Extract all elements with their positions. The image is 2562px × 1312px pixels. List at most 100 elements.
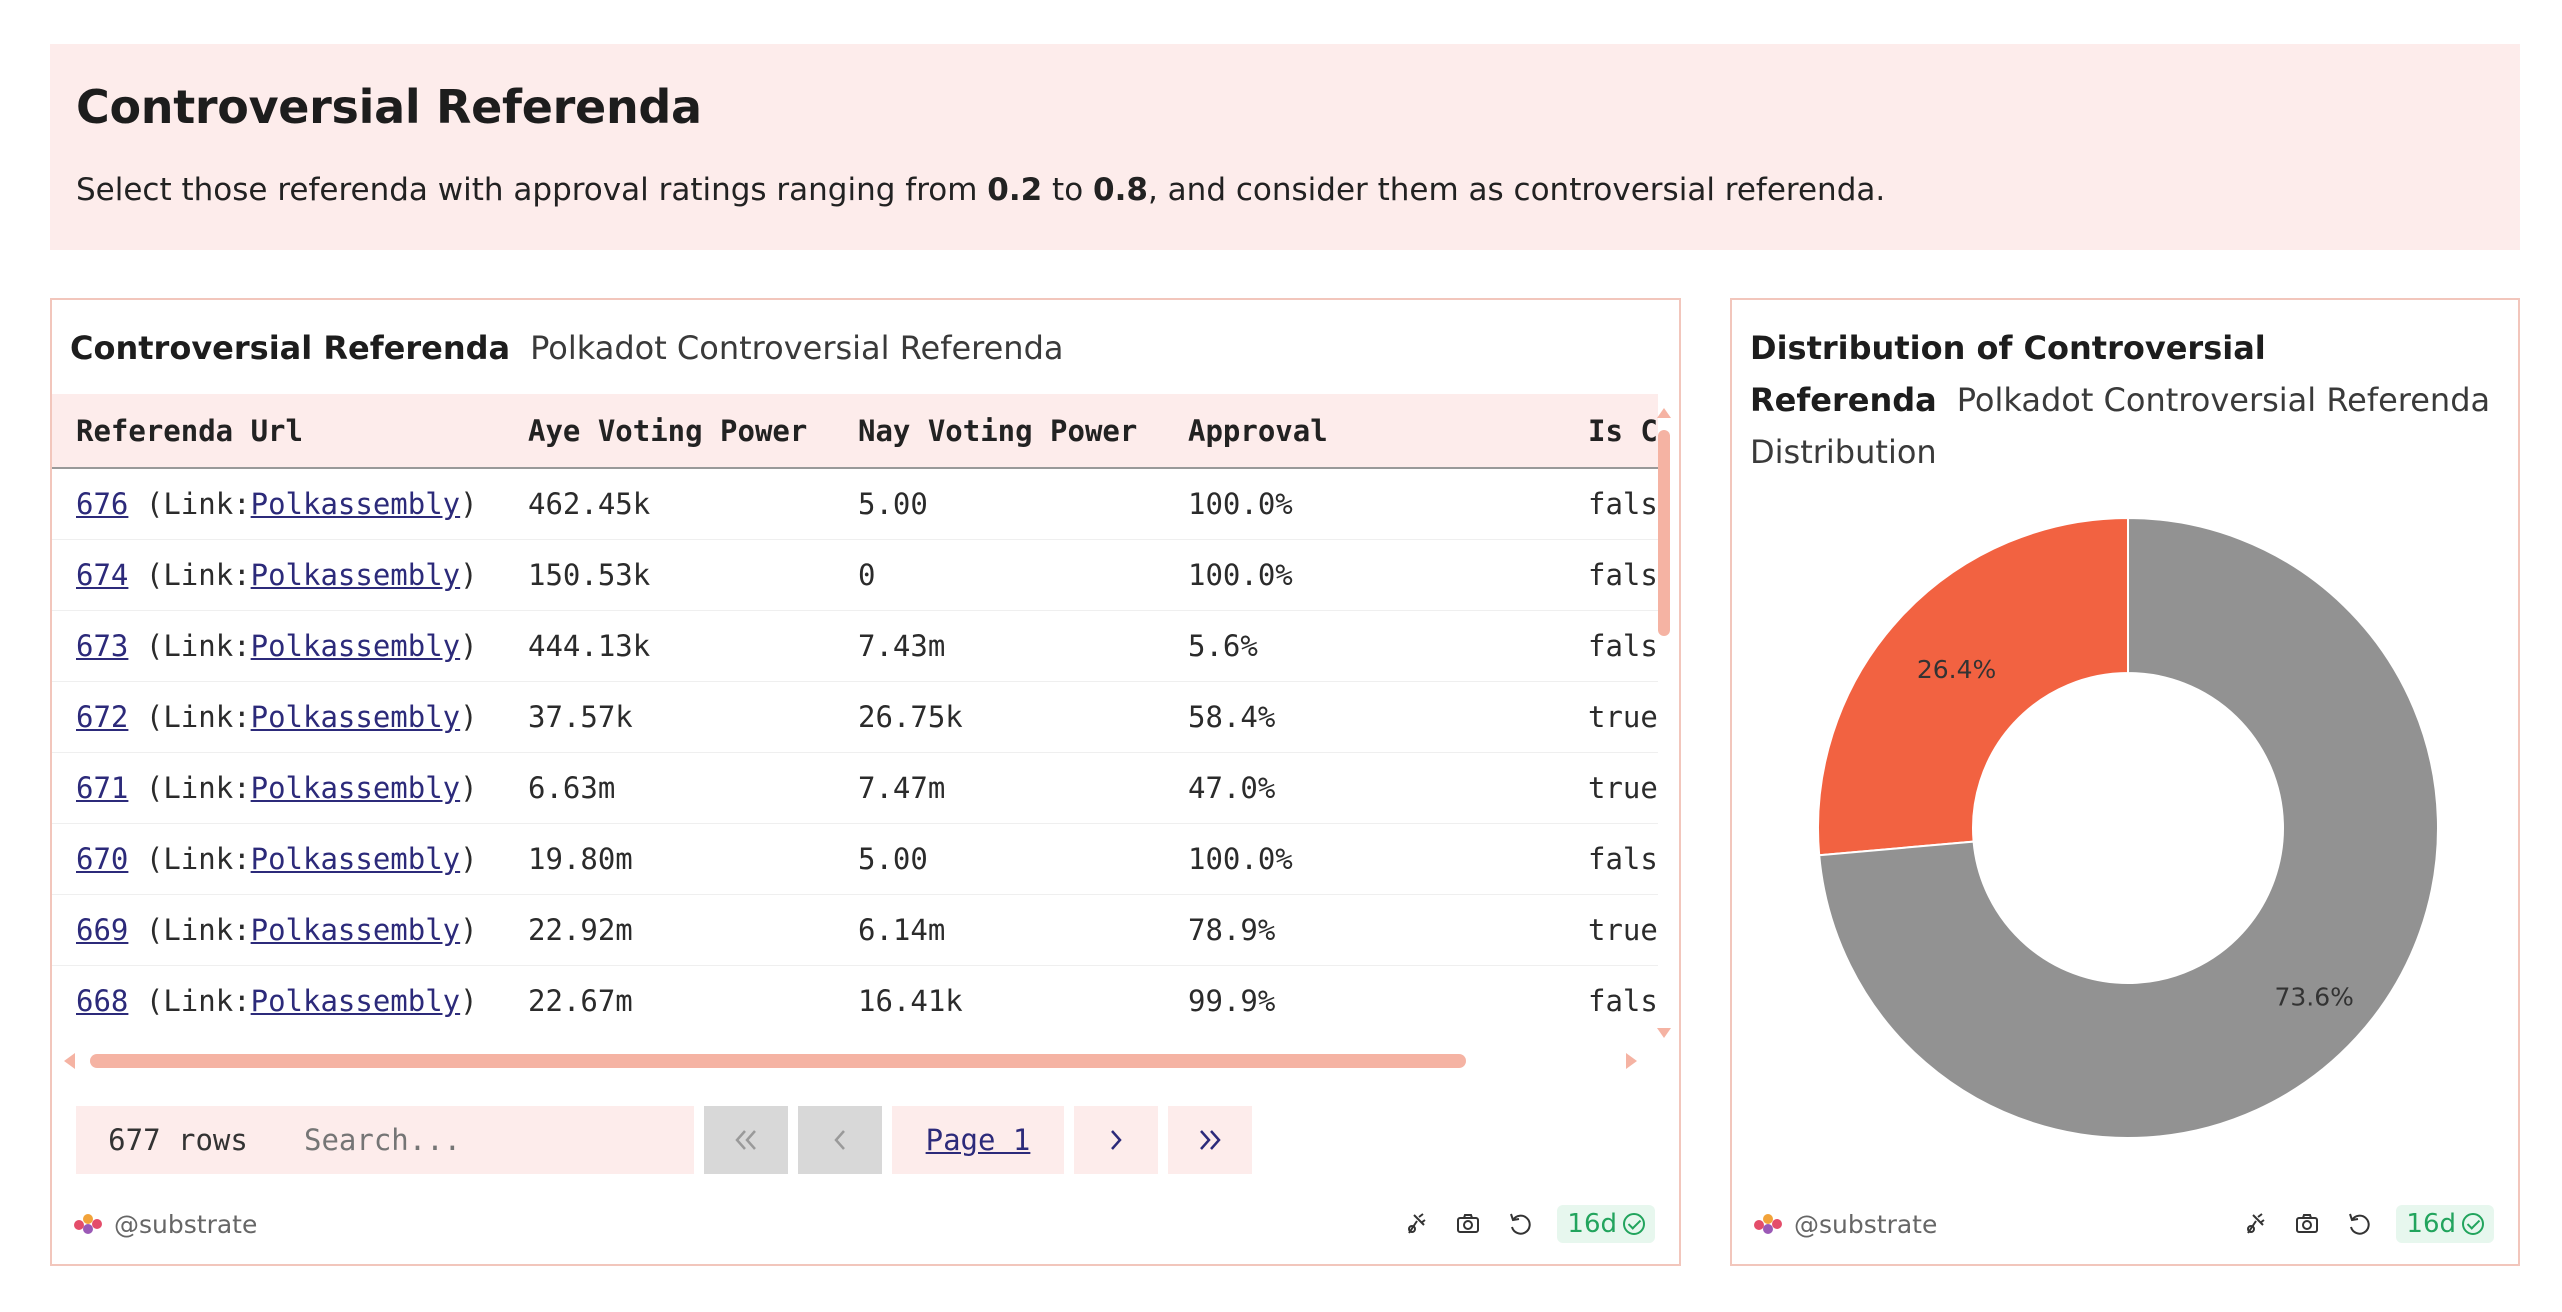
approval-cell: 78.9% <box>1188 912 1276 947</box>
aye-cell: 37.57k <box>528 699 633 734</box>
table-header-row: Referenda Url Aye Voting Power Nay Votin… <box>52 394 1658 468</box>
column-header[interactable]: Approval <box>1188 413 1328 448</box>
approval-cell: 5.6% <box>1188 628 1258 663</box>
next-page-button[interactable] <box>1074 1106 1158 1174</box>
chart-panel-footer: @substrate 16d <box>1754 1202 2494 1246</box>
referenda-url-cell: 674 (Link:Polkassembly) <box>76 557 478 592</box>
referendum-link[interactable]: 669 <box>76 912 129 947</box>
freshness-badge: 16d <box>1557 1205 1655 1243</box>
aye-cell: 22.67m <box>528 983 633 1018</box>
referendum-link[interactable]: 671 <box>76 770 129 805</box>
column-header[interactable]: Is C <box>1588 413 1658 448</box>
refresh-icon[interactable] <box>2344 1209 2374 1239</box>
is-controversial-cell: fals <box>1588 486 1658 521</box>
scroll-left-arrow[interactable] <box>64 1053 75 1069</box>
scroll-up-arrow[interactable] <box>1657 408 1671 418</box>
is-controversial-cell: true <box>1588 699 1658 734</box>
polkassembly-link[interactable]: Polkassembly <box>250 699 461 734</box>
approval-cell: 99.9% <box>1188 983 1276 1018</box>
referenda-url-cell: 669 (Link:Polkassembly) <box>76 912 478 947</box>
is-controversial-cell: fals <box>1588 557 1658 592</box>
first-page-button[interactable] <box>704 1106 788 1174</box>
camera-icon[interactable] <box>1453 1209 1483 1239</box>
donut-slice[interactable] <box>1818 516 2439 1139</box>
chevron-left-icon <box>834 1130 845 1150</box>
aye-cell: 444.13k <box>528 628 651 663</box>
referendum-link[interactable]: 670 <box>76 841 129 876</box>
column-header[interactable]: Referenda Url <box>76 413 303 448</box>
chevron-right-icon <box>1111 1130 1122 1150</box>
polkassembly-link[interactable]: Polkassembly <box>250 912 461 947</box>
nay-cell: 7.43m <box>858 628 946 663</box>
column-header[interactable]: Nay Voting Power <box>858 413 1138 448</box>
polkassembly-link[interactable]: Polkassembly <box>250 557 461 592</box>
referenda-url-cell: 671 (Link:Polkassembly) <box>76 770 478 805</box>
table-row[interactable]: 670 (Link:Polkassembly) 19.80m 5.00 100.0% f… <box>52 823 1658 894</box>
polkassembly-link[interactable]: Polkassembly <box>250 770 461 805</box>
approval-low: 0.2 <box>987 172 1043 208</box>
last-page-button[interactable] <box>1168 1106 1252 1174</box>
table-scroll-area[interactable]: Referenda Url Aye Voting Power Nay Votin… <box>52 394 1658 1032</box>
polkassembly-link[interactable]: Polkassembly <box>250 486 461 521</box>
aye-cell: 462.45k <box>528 486 651 521</box>
nay-cell: 7.47m <box>858 770 946 805</box>
polkassembly-link[interactable]: Polkassembly <box>250 628 461 663</box>
referendum-link[interactable]: 668 <box>76 983 129 1018</box>
nay-cell: 6.14m <box>858 912 946 947</box>
is-controversial-cell: true <box>1588 912 1658 947</box>
is-controversial-cell: fals <box>1588 983 1658 1018</box>
row-count: 677 rows <box>76 1106 280 1174</box>
aye-cell: 6.63m <box>528 770 616 805</box>
author-handle[interactable]: @substrate <box>1794 1209 1938 1239</box>
column-header[interactable]: Aye Voting Power <box>528 413 808 448</box>
nay-cell: 5.00 <box>858 486 928 521</box>
approval-high: 0.8 <box>1093 172 1148 208</box>
aye-cell: 150.53k <box>528 557 651 592</box>
horizontal-scrollbar-thumb[interactable] <box>90 1054 1466 1068</box>
check-circle-icon <box>1623 1213 1645 1235</box>
is-controversial-cell: fals <box>1588 628 1658 663</box>
nay-cell: 26.75k <box>858 699 963 734</box>
referenda-url-cell: 670 (Link:Polkassembly) <box>76 841 478 876</box>
check-circle-icon <box>2462 1213 2484 1235</box>
is-controversial-cell: true <box>1588 770 1658 805</box>
current-page-button[interactable]: Page 1 <box>892 1106 1064 1174</box>
fork-icon[interactable] <box>2240 1209 2270 1239</box>
fork-icon[interactable] <box>1401 1209 1431 1239</box>
chart-panel-title: Distribution of Controversial Referenda P… <box>1750 329 2491 471</box>
scroll-right-arrow[interactable] <box>1626 1053 1637 1069</box>
referendum-link[interactable]: 674 <box>76 557 129 592</box>
table-row[interactable]: 673 (Link:Polkassembly) 444.13k 7.43m 5.6% f… <box>52 610 1658 681</box>
chart-panel: Distribution of Controversial Referenda P… <box>1730 298 2520 1266</box>
table-row[interactable]: 672 (Link:Polkassembly) 37.57k 26.75k 58.4%… <box>52 681 1658 752</box>
substrate-logo-icon <box>1754 1212 1786 1236</box>
approval-cell: 47.0% <box>1188 770 1276 805</box>
table-row[interactable]: 676 (Link:Polkassembly) 462.45k 5.00 100.0%… <box>52 468 1658 539</box>
referendum-link[interactable]: 676 <box>76 486 129 521</box>
referendum-link[interactable]: 672 <box>76 699 129 734</box>
nay-cell: 5.00 <box>858 841 928 876</box>
chart-panel-subtitle: Polkadot Controversial Referenda <box>1956 381 2491 419</box>
polkassembly-link[interactable]: Polkassembly <box>250 841 461 876</box>
table-row[interactable]: 668 (Link:Polkassembly) 22.67m 16.41k 99.9%… <box>52 965 1658 1032</box>
table-row[interactable]: 671 (Link:Polkassembly) 6.63m 7.47m 47.0% tr… <box>52 752 1658 823</box>
search-input[interactable] <box>280 1106 694 1174</box>
author-handle[interactable]: @substrate <box>114 1209 258 1239</box>
vertical-scrollbar-thumb[interactable] <box>1658 430 1670 636</box>
table-row[interactable]: 669 (Link:Polkassembly) 22.92m 6.14m 78.9% t… <box>52 894 1658 965</box>
camera-icon[interactable] <box>2292 1209 2322 1239</box>
page-description: Select those referenda with approval rat… <box>76 172 1886 208</box>
double-chevron-left-icon <box>735 1130 756 1150</box>
page-header: Controversial Referenda Select those ref… <box>50 44 2520 250</box>
table-row[interactable]: 674 (Link:Polkassembly) 150.53k 0 100.0% fal… <box>52 539 1658 610</box>
previous-page-button[interactable] <box>798 1106 882 1174</box>
donut-slice[interactable] <box>1817 516 2129 857</box>
referendum-link[interactable]: 673 <box>76 628 129 663</box>
polkassembly-link[interactable]: Polkassembly <box>250 983 461 1018</box>
refresh-icon[interactable] <box>1505 1209 1535 1239</box>
approval-cell: 58.4% <box>1188 699 1276 734</box>
table-panel-subtitle: Polkadot Controversial Referenda <box>530 329 1064 367</box>
table-panel: Controversial Referenda Polkadot Controve… <box>50 298 1681 1266</box>
scroll-down-arrow[interactable] <box>1657 1028 1671 1038</box>
slice-label: 73.6% <box>2275 983 2354 1012</box>
